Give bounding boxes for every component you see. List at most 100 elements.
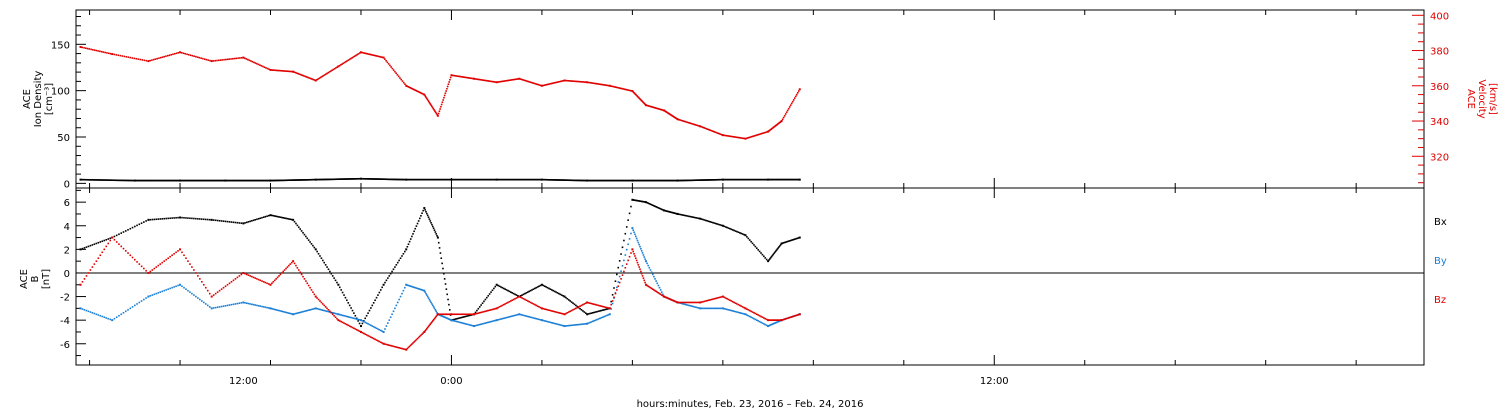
trace-dot bbox=[356, 53, 359, 56]
trace-dot bbox=[570, 309, 573, 312]
trace-dot bbox=[188, 53, 190, 56]
trace-dot bbox=[610, 303, 612, 306]
trace-dot bbox=[689, 301, 692, 304]
trace-dot bbox=[698, 125, 700, 127]
trace-dot bbox=[466, 313, 468, 316]
trace-dot bbox=[792, 315, 794, 318]
trace-dot bbox=[124, 179, 127, 182]
trace-dot bbox=[793, 238, 795, 241]
trace-dot bbox=[610, 85, 612, 87]
trace-dot bbox=[145, 59, 148, 62]
trace-dot bbox=[413, 88, 416, 91]
trace-dot bbox=[261, 216, 263, 219]
trace-dot bbox=[131, 256, 134, 259]
trace-dot bbox=[309, 77, 312, 80]
trace-dot bbox=[329, 270, 331, 273]
data-point bbox=[314, 295, 317, 298]
trace-dot bbox=[642, 254, 645, 256]
series-by bbox=[79, 227, 801, 333]
trace-dot bbox=[761, 316, 764, 319]
trace-dot bbox=[676, 117, 678, 120]
trace-dot bbox=[443, 316, 445, 318]
trace-dot bbox=[149, 218, 152, 221]
trace-dot bbox=[372, 337, 375, 340]
trace-dot bbox=[466, 323, 468, 326]
trace-dot bbox=[700, 126, 703, 128]
trace-dot bbox=[664, 209, 666, 212]
trace-dot bbox=[388, 344, 391, 347]
trace-dot bbox=[407, 346, 410, 349]
trace-dot bbox=[647, 104, 649, 107]
trace-dot bbox=[449, 318, 452, 321]
trace-dot bbox=[755, 247, 758, 249]
bottom-panel-frame bbox=[75, 187, 1425, 366]
trace-dot bbox=[313, 293, 316, 296]
trace-dot bbox=[688, 304, 690, 307]
trace-dot bbox=[323, 309, 326, 312]
trace-dot bbox=[127, 179, 130, 182]
trace-dot bbox=[216, 291, 219, 293]
trace-dot bbox=[776, 319, 779, 321]
trace-dot bbox=[367, 53, 370, 55]
trace-dot bbox=[487, 321, 490, 324]
trace-dot bbox=[597, 310, 600, 313]
trace-dot bbox=[232, 279, 235, 282]
trace-dot bbox=[726, 226, 728, 229]
trace-dot bbox=[398, 259, 400, 262]
trace-dot bbox=[394, 345, 396, 348]
trace-dot bbox=[794, 238, 797, 240]
data-point bbox=[79, 283, 82, 286]
trace-dot bbox=[702, 300, 704, 303]
trace-dot bbox=[737, 303, 740, 306]
trace-dot bbox=[484, 322, 487, 324]
trace-dot bbox=[314, 178, 316, 181]
trace-dot bbox=[310, 243, 313, 245]
trace-dot bbox=[494, 81, 497, 83]
trace-dot bbox=[656, 291, 659, 293]
trace-dot bbox=[580, 304, 583, 307]
trace-dot bbox=[151, 269, 154, 271]
trace-dot bbox=[437, 112, 440, 115]
trace-dot bbox=[658, 108, 660, 110]
trace-dot bbox=[379, 329, 382, 332]
trace-dot bbox=[577, 80, 580, 83]
trace-dot bbox=[127, 56, 130, 58]
trace-dot bbox=[384, 58, 386, 60]
legend-bz: Bz bbox=[1434, 295, 1446, 306]
trace-dot bbox=[153, 218, 156, 221]
trace-dot bbox=[746, 308, 748, 310]
trace-dot bbox=[698, 307, 700, 309]
trace-dot bbox=[683, 301, 686, 304]
trace-dot bbox=[757, 314, 759, 316]
trace-dot bbox=[692, 301, 694, 304]
trace-dot bbox=[451, 74, 454, 77]
trace-dot bbox=[413, 230, 415, 233]
trace-dot bbox=[278, 216, 280, 218]
trace-dot bbox=[797, 313, 800, 316]
trace-dot bbox=[764, 257, 767, 259]
trace-dot bbox=[757, 320, 759, 322]
trace-dot bbox=[573, 80, 576, 83]
trace-dot bbox=[500, 305, 502, 307]
trace-dot bbox=[370, 336, 372, 338]
trace-dot bbox=[388, 275, 391, 277]
trace-dot bbox=[573, 308, 576, 310]
trace-dot bbox=[120, 313, 123, 316]
trace-dot bbox=[281, 272, 283, 274]
trace-dot bbox=[177, 284, 179, 287]
trace-dot bbox=[412, 88, 415, 91]
trace-dot bbox=[675, 300, 677, 303]
trace-dot bbox=[603, 309, 605, 311]
trace-dot bbox=[293, 313, 296, 315]
trace-dot bbox=[436, 113, 438, 116]
trace-dot bbox=[102, 179, 104, 181]
trace-dot bbox=[448, 318, 451, 321]
trace-dot bbox=[421, 92, 424, 95]
trace-dot bbox=[234, 303, 237, 305]
trace-dot bbox=[212, 219, 215, 221]
trace-dot bbox=[173, 217, 175, 219]
trace-dot bbox=[191, 217, 193, 220]
trace-dot bbox=[647, 264, 650, 267]
trace-dot bbox=[301, 74, 303, 76]
trace-dot bbox=[601, 83, 604, 86]
